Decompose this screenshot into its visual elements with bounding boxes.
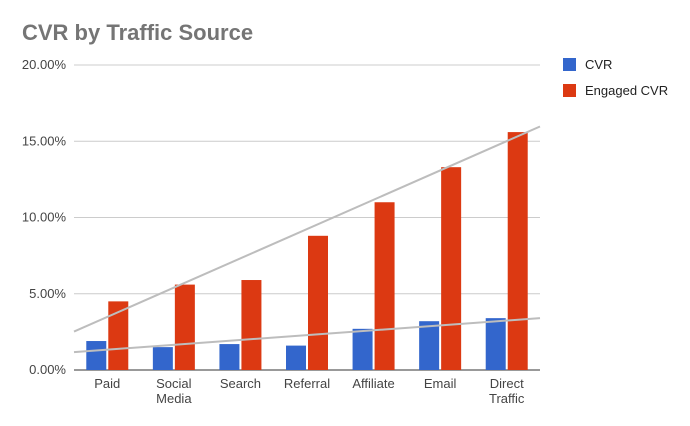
bar-engaged-cvr (174, 284, 195, 370)
y-tick-label: 0.00% (29, 362, 66, 377)
legend: CVR Engaged CVR (563, 57, 668, 98)
y-tick-label: 10.00% (22, 210, 67, 225)
y-tick-label: 20.00% (22, 57, 67, 72)
x-category-label: Traffic (489, 391, 525, 406)
x-category-label: Email (424, 376, 457, 391)
bar-cvr (219, 344, 240, 370)
legend-label: Engaged CVR (585, 83, 668, 98)
x-category-label: Affiliate (352, 376, 394, 391)
trendline-cvr (73, 317, 541, 354)
legend-swatch (563, 58, 576, 71)
bars (86, 132, 528, 370)
y-tick-label: 15.00% (22, 133, 67, 148)
trendline-engaged-cvr (73, 125, 541, 333)
x-category-label: Media (156, 391, 192, 406)
x-category-label: Direct (490, 376, 524, 391)
bar-engaged-cvr (241, 280, 262, 370)
trendlines (73, 125, 541, 354)
chart-title: CVR by Traffic Source (22, 20, 253, 45)
bar-engaged-cvr (507, 132, 528, 370)
x-category-label: Social (156, 376, 192, 391)
bar-engaged-cvr (308, 235, 328, 370)
y-axis-ticks: 0.00% 5.00% 10.00% 15.00% 20.00% (22, 57, 67, 377)
bar-engaged-cvr (374, 202, 395, 370)
legend-label: CVR (585, 57, 612, 72)
bar-cvr (286, 345, 306, 370)
gridlines (74, 64, 540, 371)
bar-cvr (352, 328, 373, 370)
y-tick-label: 5.00% (29, 286, 66, 301)
bar-engaged-cvr (108, 301, 129, 370)
legend-swatch (563, 84, 576, 97)
bar-cvr (485, 318, 506, 370)
x-category-label: Paid (94, 376, 120, 391)
bar-cvr (86, 341, 107, 370)
bar-cvr (152, 347, 173, 370)
x-category-label: Search (220, 376, 261, 391)
bar-engaged-cvr (441, 167, 462, 370)
bar-cvr (419, 321, 440, 370)
x-category-label: Referral (284, 376, 330, 391)
